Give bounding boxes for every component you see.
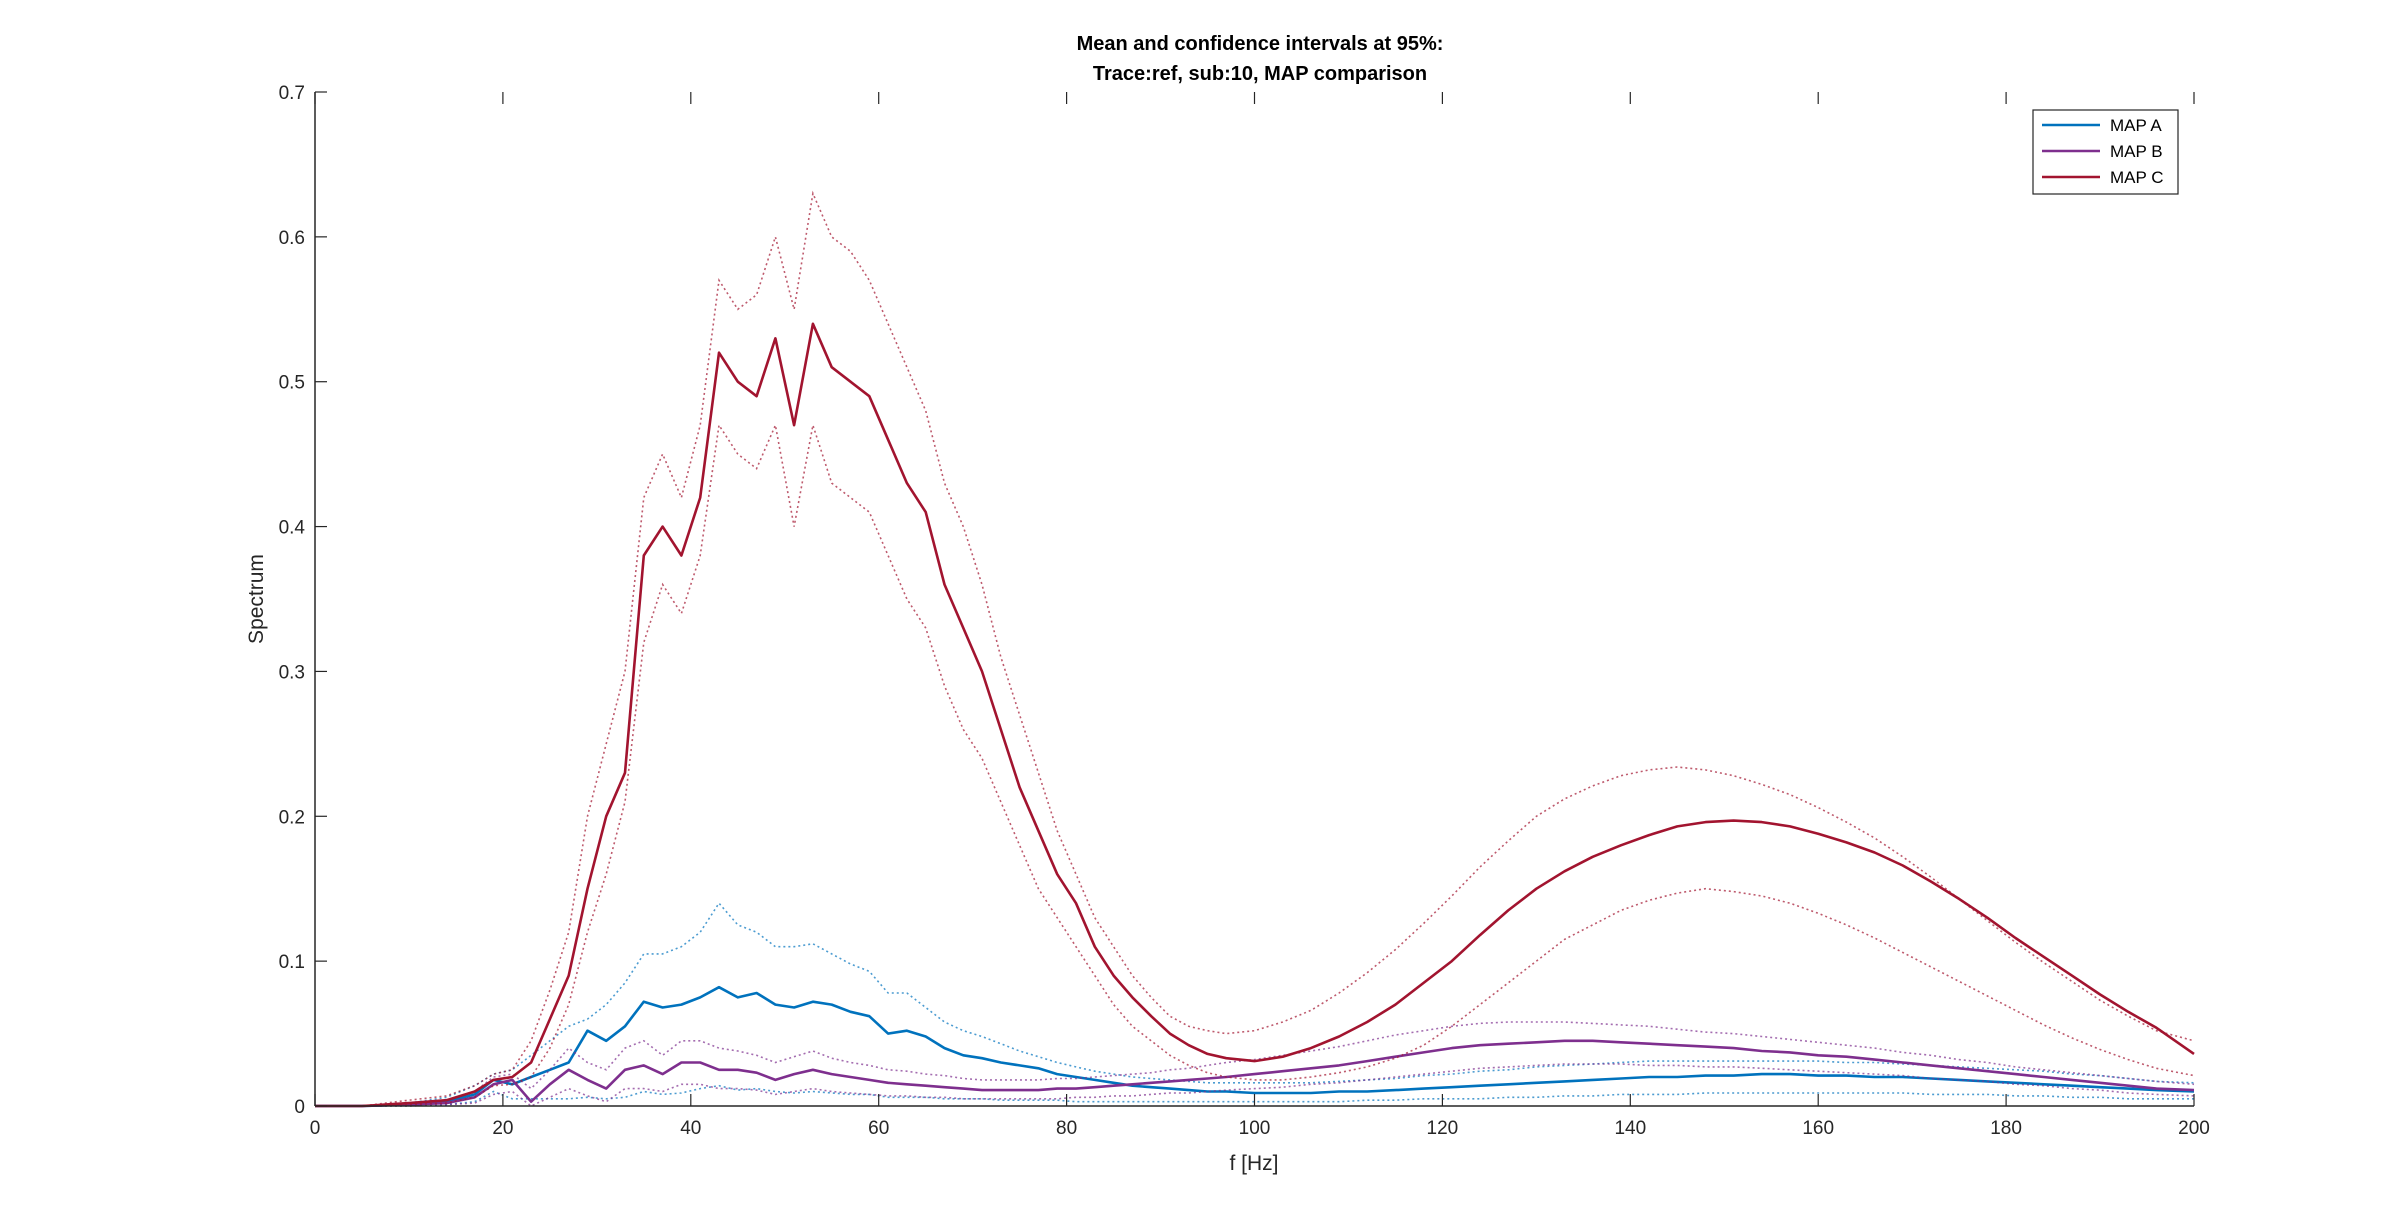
map-c-lower-ci-line	[315, 422, 2195, 1107]
y-ticks: 0 0.1 0.2 0.3 0.4 0.5 0.6 0.7	[279, 83, 327, 1118]
legend-label-map-c: MAP C	[2110, 168, 2164, 187]
x-tick-label: 120	[1427, 1118, 1459, 1139]
map-c-mean-line	[315, 322, 2195, 1108]
map-c-upper-ci-line	[315, 190, 2195, 1107]
x-tick-label: 160	[1802, 1118, 1834, 1139]
y-tick-label: 0	[294, 1097, 305, 1118]
x-ticks: 0 20 40 60 80 100 120 140 160 180 200	[310, 92, 2210, 1139]
x-tick-label: 180	[1990, 1118, 2022, 1139]
x-tick-label: 200	[2178, 1118, 2210, 1139]
legend-label-map-a: MAP A	[2110, 116, 2162, 135]
legend-label-map-b: MAP B	[2110, 142, 2163, 161]
map-a-mean-line	[315, 985, 2195, 1108]
map-b-upper-ci-line	[315, 1021, 2195, 1107]
y-tick-label: 0.7	[279, 83, 305, 104]
x-axis-label: f [Hz]	[1229, 1152, 1278, 1175]
y-tick-label: 0.5	[279, 373, 305, 394]
map-b-lower-ci-line	[315, 1063, 2195, 1107]
y-tick-label: 0.4	[279, 518, 306, 539]
x-tick-label: 100	[1239, 1118, 1271, 1139]
chart-title-line-2: Trace:ref, sub:10, MAP comparison	[1093, 63, 1427, 85]
legend: MAP A MAP B MAP C	[2032, 109, 2179, 195]
x-tick-label: 0	[310, 1118, 321, 1139]
map-b-mean-line	[315, 1039, 2195, 1108]
series-layer	[315, 190, 2195, 1108]
y-tick-label: 0.3	[279, 662, 305, 683]
y-tick-label: 0.6	[279, 228, 305, 249]
y-tick-label: 0.2	[279, 807, 305, 828]
map-a-lower-ci-line	[315, 1084, 2194, 1107]
chart-title-line-1: Mean and confidence intervals at 95%:	[1077, 33, 1444, 55]
y-axis-label: Spectrum	[245, 554, 268, 644]
map-a-upper-ci-line	[315, 901, 2195, 1107]
x-tick-label: 80	[1056, 1118, 1077, 1139]
x-tick-label: 60	[868, 1118, 889, 1139]
x-tick-label: 20	[492, 1118, 513, 1139]
y-tick-label: 0.1	[279, 952, 305, 973]
x-tick-label: 140	[1614, 1118, 1646, 1139]
x-tick-label: 40	[680, 1118, 701, 1139]
